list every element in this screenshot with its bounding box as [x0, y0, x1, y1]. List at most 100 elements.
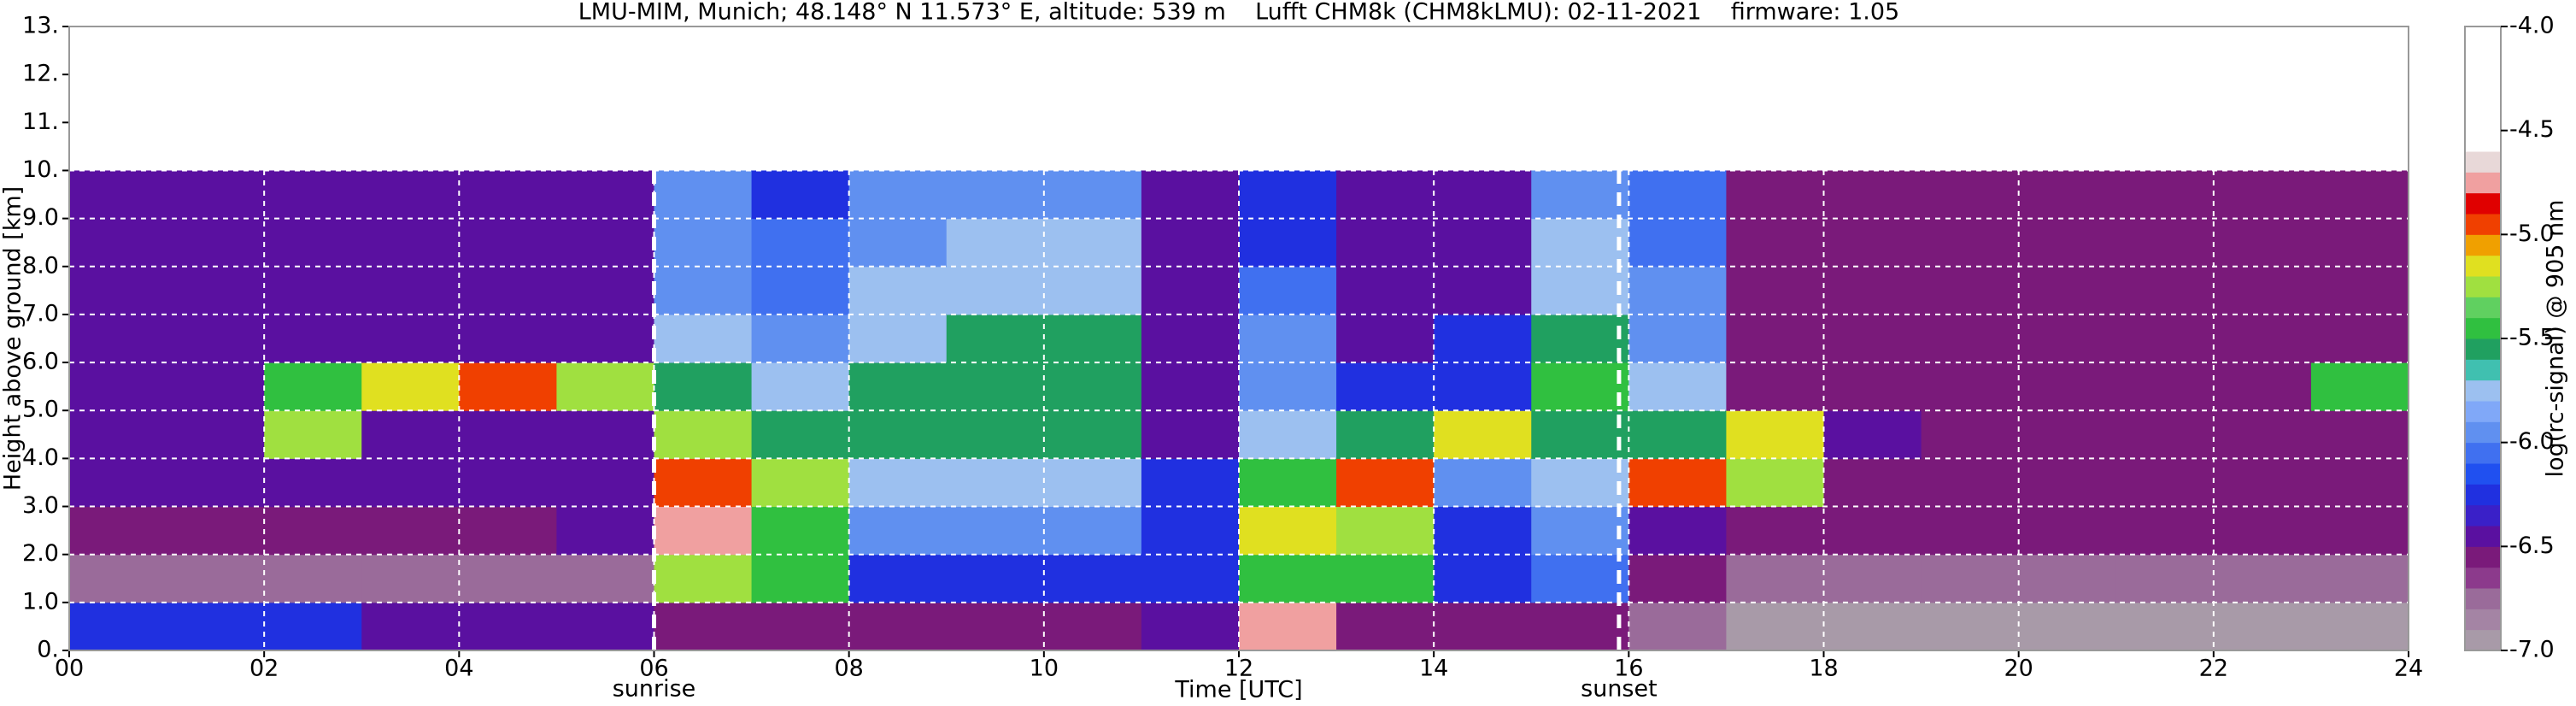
heatmap-cell	[2310, 554, 2409, 603]
heatmap-cell	[2018, 170, 2117, 220]
heatmap-cell	[167, 458, 265, 508]
heatmap-cell	[1434, 362, 1532, 411]
heatmap-cell	[2310, 602, 2409, 651]
heatmap-cell	[2310, 170, 2409, 220]
x-tick-label: 04	[444, 656, 473, 682]
colorbar-segment	[2465, 214, 2501, 235]
colorbar-segment	[2465, 588, 2501, 609]
x-tick-label: 06	[639, 656, 668, 682]
heatmap-cell	[2115, 362, 2215, 411]
heatmap-cell	[1726, 266, 1824, 315]
y-tick-label: 8.0	[22, 252, 59, 279]
heatmap-cell	[1531, 554, 1629, 603]
colorbar-segment	[2465, 192, 2501, 215]
heatmap-cell	[2213, 506, 2312, 556]
colorbar-segment	[2465, 255, 2501, 277]
y-tick-label: 9.0	[22, 204, 59, 231]
heatmap-cell	[654, 170, 753, 220]
heatmap-cell	[848, 170, 948, 220]
colorbar-segment	[2465, 546, 2501, 568]
x-tick-label: 12	[1224, 656, 1253, 682]
heatmap-cell	[1239, 266, 1337, 315]
heatmap-cell	[1726, 458, 1824, 508]
heatmap-cell	[264, 554, 362, 603]
colorbar-segment	[2465, 526, 2501, 547]
x-tick-label: 18	[1809, 656, 1838, 682]
chart-title: LMU-MIM, Munich; 48.148° N 11.573° E, al…	[578, 0, 1899, 26]
heatmap-cell	[1921, 506, 2020, 556]
heatmap-cell	[848, 410, 948, 459]
heatmap-cell	[2213, 266, 2312, 315]
heatmap-cell	[1141, 458, 1240, 508]
heatmap-cell	[1726, 506, 1824, 556]
heatmap-cell	[2310, 458, 2409, 508]
heatmap-cell	[2018, 410, 2117, 459]
heatmap-cell	[1628, 506, 1727, 556]
heatmap-cell	[2018, 602, 2117, 651]
heatmap-cell	[1726, 314, 1824, 363]
heatmap-cell	[946, 266, 1045, 315]
heatmap-cell	[167, 602, 265, 651]
heatmap-cell	[751, 362, 850, 411]
heatmap-cell	[1921, 266, 2020, 315]
y-tick-label: 4.0	[22, 444, 59, 471]
heatmap-cell	[848, 458, 948, 508]
heatmap-cell	[1141, 170, 1240, 220]
heatmap-cell	[2115, 170, 2215, 220]
heatmap-cell	[69, 266, 167, 315]
heatmap-cell	[1043, 218, 1142, 268]
heatmap-cell	[1628, 410, 1727, 459]
heatmap-cell	[1141, 602, 1240, 651]
y-tick-label: 13.	[22, 13, 59, 39]
heatmap-cell	[361, 362, 460, 411]
annotation-label: sunrise	[613, 676, 696, 703]
heatmap-cell	[654, 554, 753, 603]
heatmap-cell	[1043, 506, 1142, 556]
heatmap-cell	[1823, 266, 1922, 315]
heatmap-cell	[946, 506, 1045, 556]
heatmap-cell	[264, 266, 362, 315]
heatmap-cell	[848, 218, 948, 268]
heatmap-cell	[946, 410, 1045, 459]
heatmap-cell	[1239, 602, 1337, 651]
heatmap-cell	[361, 218, 460, 268]
heatmap-cell	[556, 554, 654, 603]
colorbar-segment	[2465, 629, 2501, 651]
heatmap-cell	[848, 506, 948, 556]
colorbar-segment	[2465, 89, 2501, 110]
colorbar-segment	[2465, 442, 2501, 464]
heatmap-cell	[264, 602, 362, 651]
y-tick-label: 0.	[37, 637, 59, 663]
heatmap-cell	[2213, 410, 2312, 459]
heatmap-cell	[1336, 314, 1435, 363]
heatmap-cell	[751, 554, 850, 603]
heatmap-cell	[2310, 506, 2409, 556]
heatmap-cell	[167, 266, 265, 315]
heatmap-cell	[264, 458, 362, 508]
heatmap-cell	[654, 362, 753, 411]
heatmap-cell	[1531, 458, 1629, 508]
heatmap-cell	[2018, 266, 2117, 315]
heatmap-cell	[459, 218, 557, 268]
y-tick-label: 1.0	[22, 588, 59, 615]
heatmap-cell	[1141, 554, 1240, 603]
heatmap-cell	[1141, 506, 1240, 556]
heatmap-cell	[1823, 602, 1922, 651]
heatmap-cell	[1726, 218, 1824, 268]
heatmap-cell	[1628, 218, 1727, 268]
heatmap-cell	[2115, 266, 2215, 315]
heatmap-cell	[751, 602, 850, 651]
colorbar-segment	[2465, 401, 2501, 422]
heatmap-cell	[654, 602, 753, 651]
heatmap-cell	[69, 554, 167, 603]
colorbar-tick-label: -4.5	[2509, 116, 2555, 143]
heatmap-cell	[1726, 170, 1824, 220]
heatmap-cell	[167, 554, 265, 603]
colorbar-segment	[2465, 172, 2501, 194]
heatmap-cell	[1434, 506, 1532, 556]
heatmap-cell	[1628, 170, 1727, 220]
heatmap-cell	[556, 458, 654, 508]
heatmap-cell	[1239, 170, 1337, 220]
heatmap-cell	[1043, 266, 1142, 315]
